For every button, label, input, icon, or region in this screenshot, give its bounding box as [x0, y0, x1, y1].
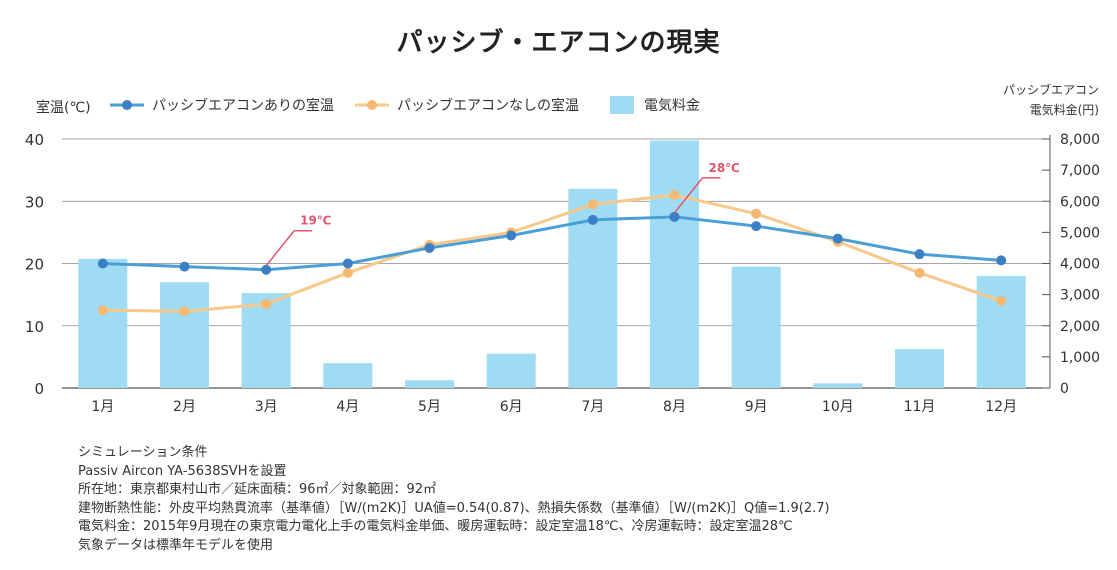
- point-without-aircon: [587, 199, 598, 210]
- legend-item-without-aircon: パッシブエアコンなしの室温: [355, 95, 579, 115]
- y-right-tick-label: 6,000: [1060, 194, 1100, 210]
- point-without-aircon: [996, 295, 1007, 306]
- x-tick-label: 12月: [985, 399, 1017, 415]
- point-without-aircon: [179, 306, 190, 317]
- bar-electricity: [895, 349, 944, 388]
- chart-canvas: 0 10 20 30 40 0 1,000 2,000 3,000 4,000 5,000 6,000…: [25, 131, 1100, 415]
- line-without-aircon: [102, 193, 1002, 313]
- legend-label-with-aircon: パッシブエアコンありの室温: [152, 98, 334, 114]
- bar-electricity: [405, 380, 454, 388]
- y-right-tick-label: 3,000: [1060, 288, 1100, 304]
- bar-electricity: [976, 275, 1026, 388]
- y-right-tick-label: 8,000: [1060, 132, 1100, 148]
- annotation-leader: [265, 230, 295, 267]
- legend-swatch-orange-line: [355, 100, 389, 110]
- right-axis-label-line2: 電気料金(円): [1029, 103, 1099, 117]
- chart-title: パッシブ・エアコンの現実: [396, 28, 721, 58]
- y-left-tick-label: 0: [34, 380, 44, 398]
- legend-item-electricity: 電気料金: [610, 95, 700, 115]
- point-with-aircon: [832, 233, 843, 244]
- note-line: 電気料金：2015年9月現在の東京電力電化上手の電気料金単価、暖房運転時：設定室…: [78, 519, 793, 534]
- annotation-leader: [673, 177, 704, 214]
- legend-label-without-aircon: パッシブエアコンなしの室温: [397, 98, 579, 114]
- point-with-aircon: [179, 261, 190, 272]
- point-with-aircon: [751, 221, 762, 232]
- point-with-aircon: [424, 242, 435, 253]
- x-tick-label: 9月: [745, 399, 768, 415]
- y-left-tick-label: 40: [25, 131, 44, 149]
- x-tick-label: 11月: [904, 399, 936, 415]
- legend-item-with-aircon: パッシブエアコンありの室温: [110, 95, 334, 115]
- y-left-tick-label: 10: [25, 318, 44, 336]
- note-line: 所在地：東京都東村山市／延床面積：96㎡／対象範囲：92㎡: [78, 482, 437, 497]
- bar-electricity: [160, 282, 209, 388]
- bar-electricity: [323, 363, 373, 388]
- x-tick-label: 1月: [91, 399, 114, 415]
- point-with-aircon: [669, 211, 680, 222]
- point-without-aircon: [751, 208, 762, 219]
- y-right-tick-label: 7,000: [1060, 163, 1100, 179]
- point-without-aircon: [342, 267, 353, 278]
- point-with-aircon: [587, 214, 598, 225]
- x-tick-label: 3月: [255, 399, 278, 415]
- bar-electricity: [813, 383, 863, 388]
- note-line: シミュレーション条件: [78, 445, 208, 460]
- point-without-aircon: [914, 267, 925, 278]
- annotation-label: 28℃: [709, 161, 740, 175]
- x-tick-label: 2月: [173, 399, 196, 415]
- note-line: Passiv Aircon YA-5638SVHを設置: [78, 463, 287, 479]
- bar-electricity: [650, 140, 699, 388]
- y-right-tick-label: 0: [1060, 381, 1069, 397]
- y-right-tick-label: 4,000: [1060, 257, 1100, 273]
- y-right-tick-label: 1,000: [1060, 350, 1100, 366]
- point-with-aircon: [97, 258, 108, 269]
- y-left-tick-label: 30: [25, 193, 44, 211]
- x-tick-label: 6月: [500, 399, 523, 415]
- y-right-tick-label: 5,000: [1060, 225, 1100, 241]
- line-with-aircon: [102, 215, 1002, 272]
- x-tick-label: 4月: [336, 399, 359, 415]
- simulation-notes: シミュレーション条件 Passiv Aircon YA-5638SVHを設置 所…: [78, 444, 830, 555]
- point-with-aircon: [261, 264, 272, 275]
- x-tick-label: 8月: [663, 399, 686, 415]
- note-line: 建物断熱性能：外皮平均熱貫流率（基準値）［W/(m2K)］UA値=0.54(0.…: [78, 500, 830, 516]
- note-line: 気象データは標準年モデルを使用: [78, 537, 274, 553]
- legend-label-electricity: 電気料金: [644, 98, 700, 114]
- legend-swatch-blue-line: [110, 100, 144, 110]
- y-right-tick-label: 2,000: [1060, 319, 1100, 335]
- point-with-aircon: [914, 249, 925, 260]
- legend-swatch-bar: [610, 96, 634, 114]
- point-without-aircon: [669, 190, 680, 201]
- bar-electricity: [78, 258, 128, 388]
- x-tick-label: 5月: [418, 399, 441, 415]
- bar-electricity: [486, 353, 536, 388]
- point-with-aircon: [342, 258, 353, 269]
- right-axis-label-line1: パッシブエアコン: [1002, 83, 1099, 97]
- x-tick-label: 10月: [822, 399, 854, 415]
- right-axis-label: パッシブエアコン 電気料金(円): [1003, 80, 1099, 120]
- point-with-aircon: [506, 230, 517, 241]
- annotation-label: 19℃: [300, 214, 331, 228]
- x-tick-label: 7月: [581, 399, 604, 415]
- bar-electricity: [731, 266, 781, 388]
- point-with-aircon: [996, 255, 1007, 266]
- point-without-aircon: [97, 305, 108, 316]
- point-without-aircon: [261, 298, 272, 309]
- y-left-tick-label: 20: [25, 256, 44, 274]
- left-axis-label: 室温(℃): [36, 100, 91, 116]
